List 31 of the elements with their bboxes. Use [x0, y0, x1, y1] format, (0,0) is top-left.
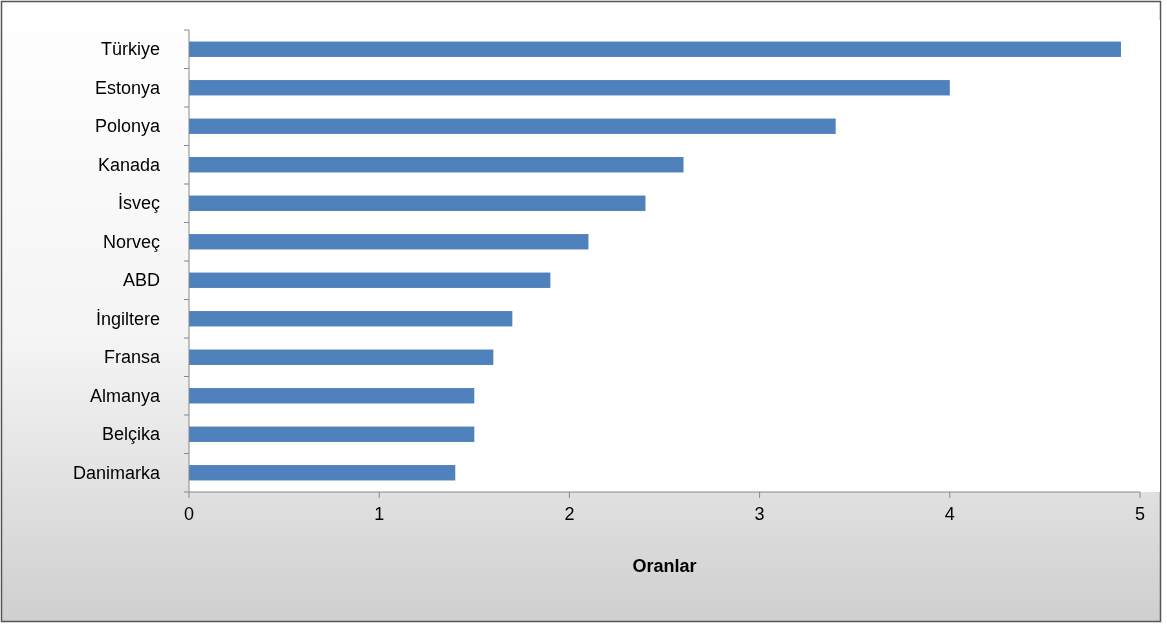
y-tick-label: ABD — [122, 270, 160, 291]
bar — [189, 349, 494, 365]
bar — [189, 426, 475, 442]
bar — [189, 80, 950, 96]
x-axis-title: Oranlar — [632, 556, 697, 576]
y-tick-label: İsveç — [117, 193, 160, 214]
y-tick-label: Belçika — [101, 424, 161, 445]
x-tick-label: 5 — [1134, 504, 1146, 524]
y-tick-label: Kanada — [97, 154, 161, 175]
y-tick-label: Estonya — [94, 77, 161, 98]
bar — [189, 41, 1121, 57]
bar — [189, 272, 551, 288]
y-tick-label: Türkiye — [100, 39, 160, 60]
y-tick-label: Polonya — [94, 116, 161, 137]
bar — [189, 157, 684, 173]
y-tick-label: Almanya — [89, 385, 161, 406]
bar — [189, 311, 513, 327]
bar — [189, 465, 456, 481]
x-tick-label: 2 — [564, 504, 575, 524]
y-tick-label: Fransa — [103, 347, 161, 368]
y-tick-label: Danimarka — [72, 462, 161, 483]
x-tick-label: 4 — [944, 504, 955, 524]
bar — [189, 195, 646, 211]
y-tick-label: Norveç — [102, 231, 160, 252]
bar — [189, 118, 836, 134]
x-tick-label: 3 — [754, 504, 765, 524]
y-tick-label: İngiltere — [95, 308, 160, 329]
bar — [189, 234, 589, 250]
x-tick-label: 0 — [183, 504, 195, 524]
x-tick-label: 1 — [374, 504, 385, 524]
bar — [189, 388, 475, 404]
